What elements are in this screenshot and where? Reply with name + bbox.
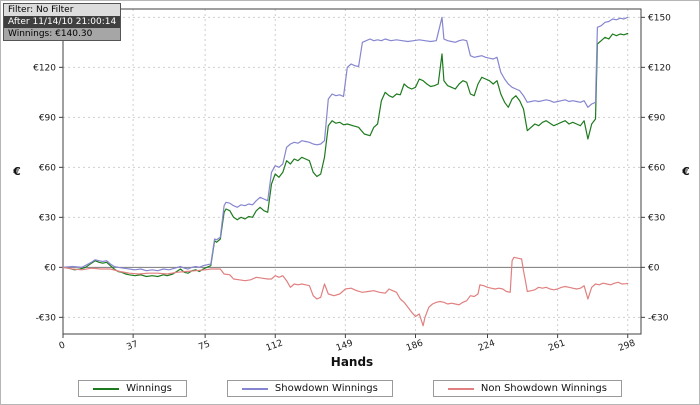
svg-text:€0: €0 (45, 263, 57, 273)
legend-label-non-showdown-winnings: Non Showdown Winnings (480, 383, 607, 394)
svg-text:€30: €30 (39, 213, 56, 223)
svg-text:224: 224 (477, 338, 497, 353)
total-winnings-text: Winnings: €140.30 (4, 28, 121, 40)
legend-item-showdown-winnings[interactable]: Showdown Winnings (226, 380, 393, 397)
y-axis-label-right: € (681, 165, 690, 178)
svg-text:0: 0 (58, 340, 67, 351)
legend-item-non-showdown-winnings[interactable]: Non Showdown Winnings (432, 380, 622, 397)
winnings-chart: € € Hands 0 37 75 112 149 186 224 261 298 -€30 -€3… (12, 8, 690, 369)
legend-item-winnings[interactable]: Winnings (78, 380, 187, 397)
svg-text:€0: €0 (648, 263, 660, 273)
chart-legend: Winnings Showdown Winnings Non Showdown … (1, 380, 699, 397)
svg-text:186: 186 (405, 338, 425, 353)
svg-text:-€30: -€30 (36, 313, 57, 323)
legend-label-winnings: Winnings (126, 383, 172, 394)
svg-text:€90: €90 (648, 113, 665, 123)
svg-text:261: 261 (547, 338, 567, 353)
showdown-line-swatch (241, 387, 268, 390)
svg-text:€30: €30 (648, 213, 665, 223)
after-timestamp-text: After 11/14/10 21:00:14 (4, 16, 121, 28)
svg-text:€120: €120 (33, 63, 56, 73)
svg-text:112: 112 (265, 338, 285, 353)
svg-text:75: 75 (197, 339, 211, 352)
svg-text:-€30: -€30 (648, 313, 669, 323)
filter-status-text: Filter: No Filter (4, 4, 121, 16)
svg-text:37: 37 (125, 339, 139, 352)
winnings-line-swatch (93, 387, 120, 390)
svg-text:€60: €60 (39, 163, 56, 173)
y-axis-label-left: € (12, 165, 21, 178)
non-showdown-line-swatch (447, 387, 474, 390)
svg-text:€60: €60 (648, 163, 665, 173)
graph-info-box: Filter: No Filter After 11/14/10 21:00:1… (3, 3, 122, 41)
svg-text:€120: €120 (648, 63, 671, 73)
svg-text:149: 149 (335, 338, 355, 353)
x-axis-label: Hands (331, 355, 373, 369)
legend-label-showdown-winnings: Showdown Winnings (274, 383, 378, 394)
svg-text:€150: €150 (648, 13, 671, 23)
svg-text:298: 298 (617, 338, 637, 353)
svg-text:€90: €90 (39, 113, 56, 123)
